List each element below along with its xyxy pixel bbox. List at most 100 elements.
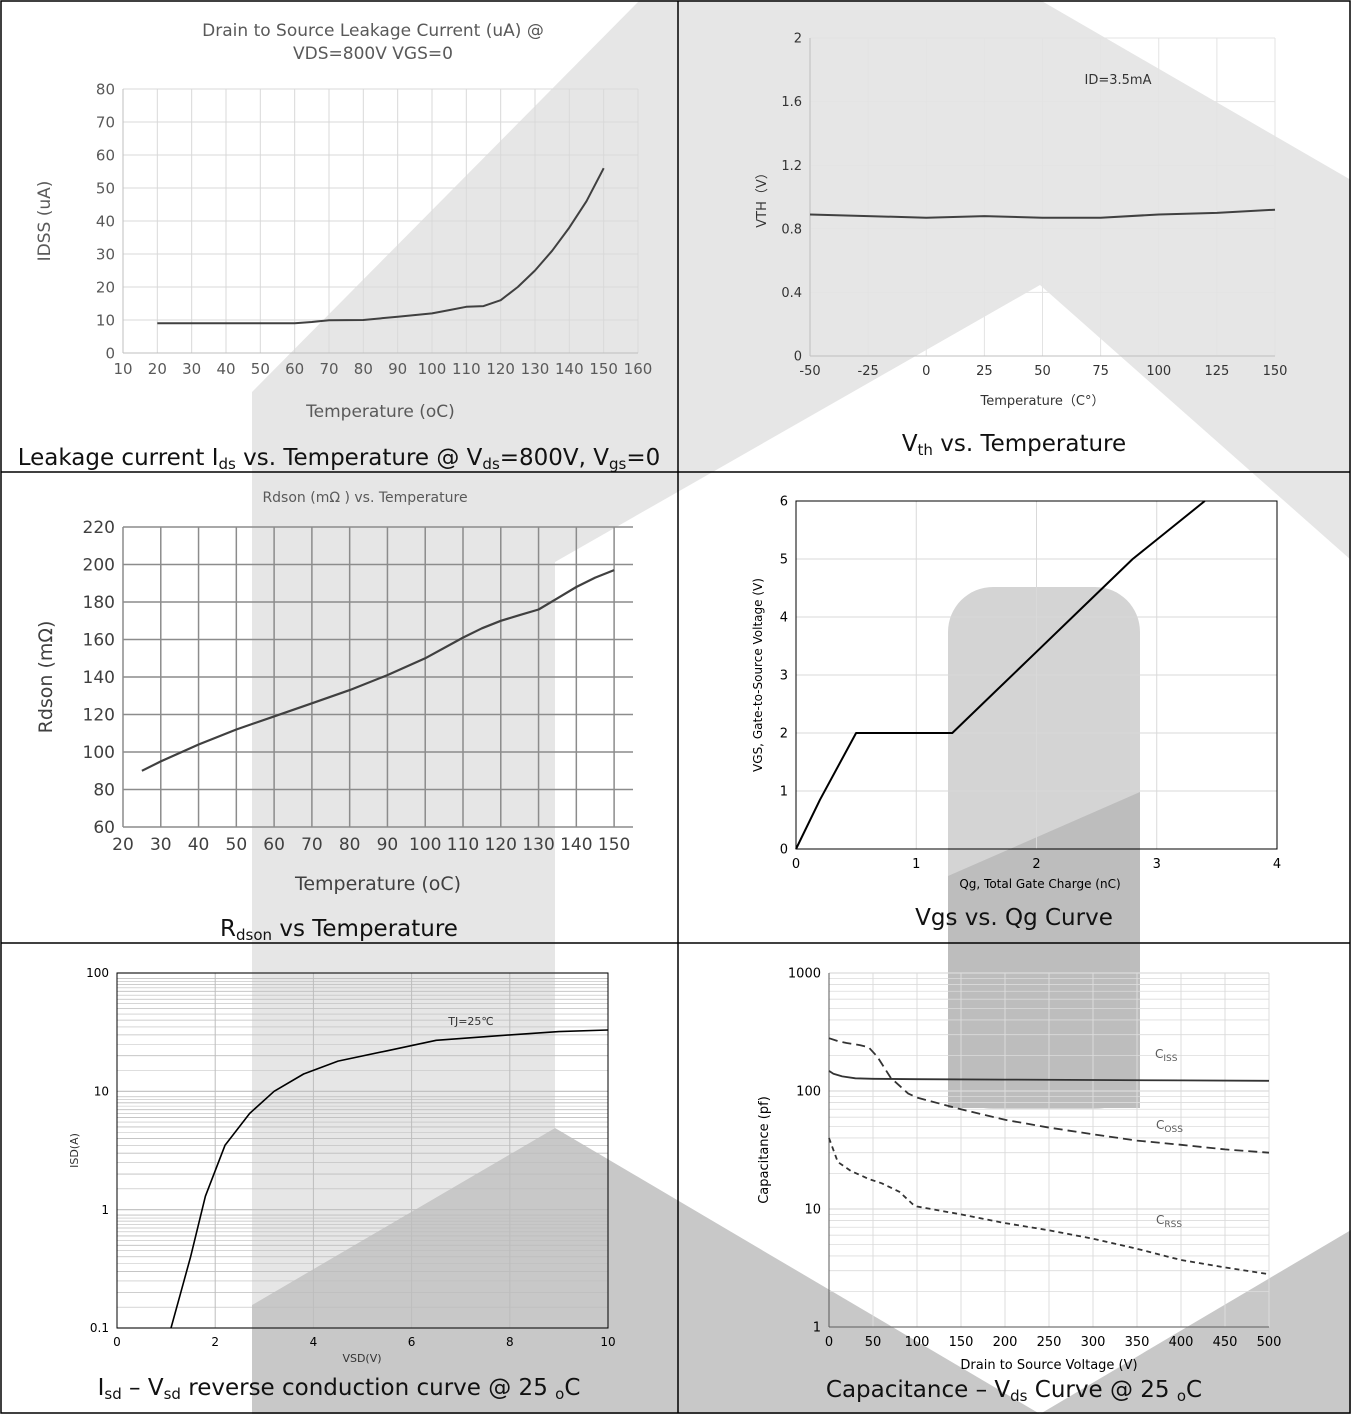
x-tick-label: 20	[112, 835, 134, 855]
y-tick-label: 0.1	[90, 1321, 109, 1335]
y-tick-label: 0	[105, 344, 115, 362]
watermark-logo	[252, 0, 1351, 1414]
y-tick-label: 60	[96, 146, 115, 164]
caption-3: Vgs vs. Qg Curve	[915, 905, 1113, 931]
caption-4: Isd – Vsd reverse conduction curve @ 25 …	[98, 1375, 581, 1403]
panel-isd-vsd: 0 2 4 6 8 10 0.1 1 10 100 VSD(V) ISD(A) TJ=25℃	[68, 966, 616, 1365]
y-tick-label: 6	[780, 495, 788, 510]
x-tick-label: 30	[150, 835, 172, 855]
x-tick-label: 40	[188, 835, 210, 855]
y-tick-label: 10	[804, 1203, 821, 1218]
y-tick-label: 2	[794, 32, 802, 47]
x-tick-label: 110	[447, 835, 479, 855]
caption-subscript: ds	[482, 455, 500, 473]
caption-text: vs. Temperature	[933, 431, 1126, 457]
series-label-name: C	[1156, 1118, 1164, 1132]
x-tick-label: 50	[251, 360, 270, 378]
x-tick-label: 150	[598, 835, 630, 855]
series-line-oss	[828, 1037, 1270, 1154]
y-tick-label: 0.8	[781, 222, 802, 237]
y-tick-label: 70	[96, 113, 115, 131]
x-tick-label: 150	[589, 360, 618, 378]
series-label: CISS	[1155, 1047, 1178, 1064]
y-tick-label: 1	[813, 1321, 821, 1336]
panel-capacitance-vds: 0 50 100 150 200 250 300 350 400 450 500 1 10 100 1000…	[757, 967, 1281, 1373]
y-tick-label: 1	[780, 785, 788, 800]
x-tick-label: 10	[600, 1335, 615, 1349]
series-line-0	[157, 167, 605, 325]
x-tick-label: 60	[263, 835, 285, 855]
x-tick-label: 300	[1081, 1335, 1106, 1350]
x-tick-label: 100	[1146, 364, 1171, 379]
x-tick-label: 60	[285, 360, 304, 378]
x-tick-label: 120	[485, 835, 517, 855]
y-tick-label: 220	[83, 518, 115, 538]
y-tick-label: 100	[86, 966, 109, 980]
x-tick-label: 40	[216, 360, 235, 378]
caption-text: Vgs vs. Qg Curve	[915, 905, 1113, 931]
watermark-rounded-bar-lower	[948, 792, 1140, 1108]
y-tick-label: 1	[101, 1203, 109, 1217]
x-tick-label: 150	[949, 1335, 974, 1350]
y-axis-label: Rdson (mΩ)	[35, 621, 57, 734]
y-tick-label: 60	[93, 818, 115, 838]
y-axis-label: Capacitance (pf)	[757, 1096, 772, 1204]
series-label: CRSS	[1156, 1213, 1182, 1230]
y-tick-label: 120	[83, 705, 115, 725]
x-tick-label: 0	[792, 857, 800, 872]
x-tick-label: 200	[993, 1335, 1018, 1350]
panel-vgs-qg: 0 1 2 3 4 0 1 2 3 4 5 6 Qg, Total Gate Charge (nC) VG…	[751, 495, 1281, 891]
x-tick-label: 350	[1125, 1335, 1150, 1350]
watermark-shape-dark	[252, 1128, 1040, 1414]
series-label-name: C	[1156, 1213, 1164, 1227]
y-tick-label: 0.4	[781, 286, 802, 301]
x-axis-label: Temperature (oC)	[294, 873, 461, 895]
x-tick-label: 100	[409, 835, 441, 855]
panel-rdson-temperature: 20 30 40 50 60 70 80 90 100 110 120 130 140 150608010…	[35, 490, 633, 895]
plot-frame	[116, 972, 609, 1329]
caption-subscript: gs	[609, 455, 627, 473]
chart-annotation: ID=3.5mA	[1085, 73, 1152, 88]
y-tick-label: 140	[83, 668, 115, 688]
y-tick-label: 1000	[788, 967, 821, 982]
x-tick-label: 500	[1257, 1335, 1282, 1350]
x-tick-label: 0	[825, 1335, 833, 1350]
caption-text: =0	[626, 445, 660, 471]
x-axis-label: Drain to Source Voltage (V)	[960, 1358, 1137, 1373]
x-tick-label: 90	[377, 835, 399, 855]
x-tick-label: 10	[113, 360, 132, 378]
y-tick-label: 100	[796, 1085, 821, 1100]
x-axis-label: Temperature（C°）	[980, 394, 1105, 409]
y-tick-label: 40	[96, 212, 115, 230]
series-line-iss	[828, 1070, 1270, 1082]
x-axis-label: VSD(V)	[342, 1352, 381, 1365]
x-tick-label: 25	[976, 364, 993, 379]
x-tick-label: 2	[211, 1335, 219, 1349]
caption-text: – V	[122, 1375, 164, 1401]
caption-2: Rdson vs Temperature	[220, 916, 458, 944]
x-tick-label: 3	[1153, 857, 1161, 872]
x-tick-label: 2	[1032, 857, 1040, 872]
x-tick-label: 80	[354, 360, 373, 378]
caption-subscript: th	[918, 441, 933, 459]
caption-text: R	[220, 916, 236, 942]
x-tick-label: 0	[113, 1335, 121, 1349]
series-line-0	[809, 208, 1276, 219]
x-tick-label: 160	[624, 360, 653, 378]
chart-annotation: TJ=25℃	[447, 1015, 494, 1028]
y-tick-label: 30	[96, 245, 115, 263]
y-tick-label: 0	[780, 843, 788, 858]
caption-subscript: o	[1177, 1387, 1186, 1405]
x-tick-label: 50	[226, 835, 248, 855]
x-tick-label: 30	[182, 360, 201, 378]
x-tick-label: 6	[408, 1335, 416, 1349]
y-tick-label: 80	[96, 80, 115, 98]
series-label-name: C	[1155, 1047, 1163, 1061]
y-tick-label: 50	[96, 179, 115, 197]
x-tick-label: 100	[418, 360, 447, 378]
y-tick-label: 2	[780, 727, 788, 742]
y-tick-label: 1.6	[781, 95, 802, 110]
x-tick-label: 1	[912, 857, 920, 872]
x-tick-label: -50	[799, 364, 820, 379]
